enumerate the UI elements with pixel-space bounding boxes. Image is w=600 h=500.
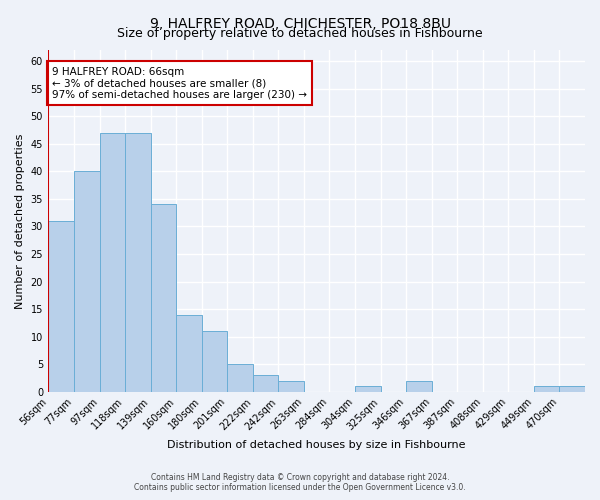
Bar [253, 376, 278, 392]
X-axis label: Distribution of detached houses by size in Fishbourne: Distribution of detached houses by size … [167, 440, 466, 450]
Bar [406, 381, 431, 392]
Bar [151, 204, 176, 392]
Bar [176, 314, 202, 392]
Bar [534, 386, 559, 392]
Text: 9, HALFREY ROAD, CHICHESTER, PO18 8BU: 9, HALFREY ROAD, CHICHESTER, PO18 8BU [149, 18, 451, 32]
Y-axis label: Number of detached properties: Number of detached properties [15, 133, 25, 308]
Bar [100, 132, 125, 392]
Bar [559, 386, 585, 392]
Bar [278, 381, 304, 392]
Text: Contains HM Land Registry data © Crown copyright and database right 2024.
Contai: Contains HM Land Registry data © Crown c… [134, 473, 466, 492]
Bar [74, 172, 100, 392]
Bar [355, 386, 380, 392]
Bar [227, 364, 253, 392]
Text: 9 HALFREY ROAD: 66sqm
← 3% of detached houses are smaller (8)
97% of semi-detach: 9 HALFREY ROAD: 66sqm ← 3% of detached h… [52, 66, 307, 100]
Bar [125, 132, 151, 392]
Text: Size of property relative to detached houses in Fishbourne: Size of property relative to detached ho… [117, 28, 483, 40]
Bar [202, 331, 227, 392]
Bar [49, 221, 74, 392]
